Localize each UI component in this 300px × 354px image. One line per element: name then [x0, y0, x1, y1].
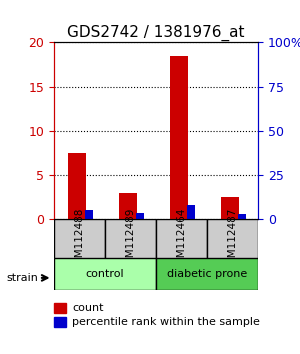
Text: GSM112488: GSM112488 [74, 207, 85, 271]
FancyBboxPatch shape [105, 219, 156, 258]
Bar [68, 153, 86, 219]
FancyBboxPatch shape [156, 219, 207, 258]
Title: GDS2742 / 1381976_at: GDS2742 / 1381976_at [67, 25, 245, 41]
Text: GSM112487: GSM112487 [227, 207, 238, 271]
Bar [238, 214, 245, 219]
Bar [85, 210, 92, 219]
Text: strain: strain [6, 273, 38, 283]
Bar [187, 205, 194, 219]
Bar [170, 56, 188, 219]
FancyBboxPatch shape [54, 258, 156, 290]
Text: count: count [72, 303, 104, 313]
FancyBboxPatch shape [54, 219, 105, 258]
Text: control: control [86, 269, 124, 279]
Bar [136, 213, 143, 219]
Bar [119, 193, 137, 219]
Bar [221, 198, 239, 219]
Text: GSM112489: GSM112489 [125, 207, 136, 271]
FancyBboxPatch shape [207, 219, 258, 258]
Text: GSM112464: GSM112464 [176, 207, 187, 271]
Text: diabetic prone: diabetic prone [167, 269, 247, 279]
FancyBboxPatch shape [156, 258, 258, 290]
Text: percentile rank within the sample: percentile rank within the sample [72, 317, 260, 327]
